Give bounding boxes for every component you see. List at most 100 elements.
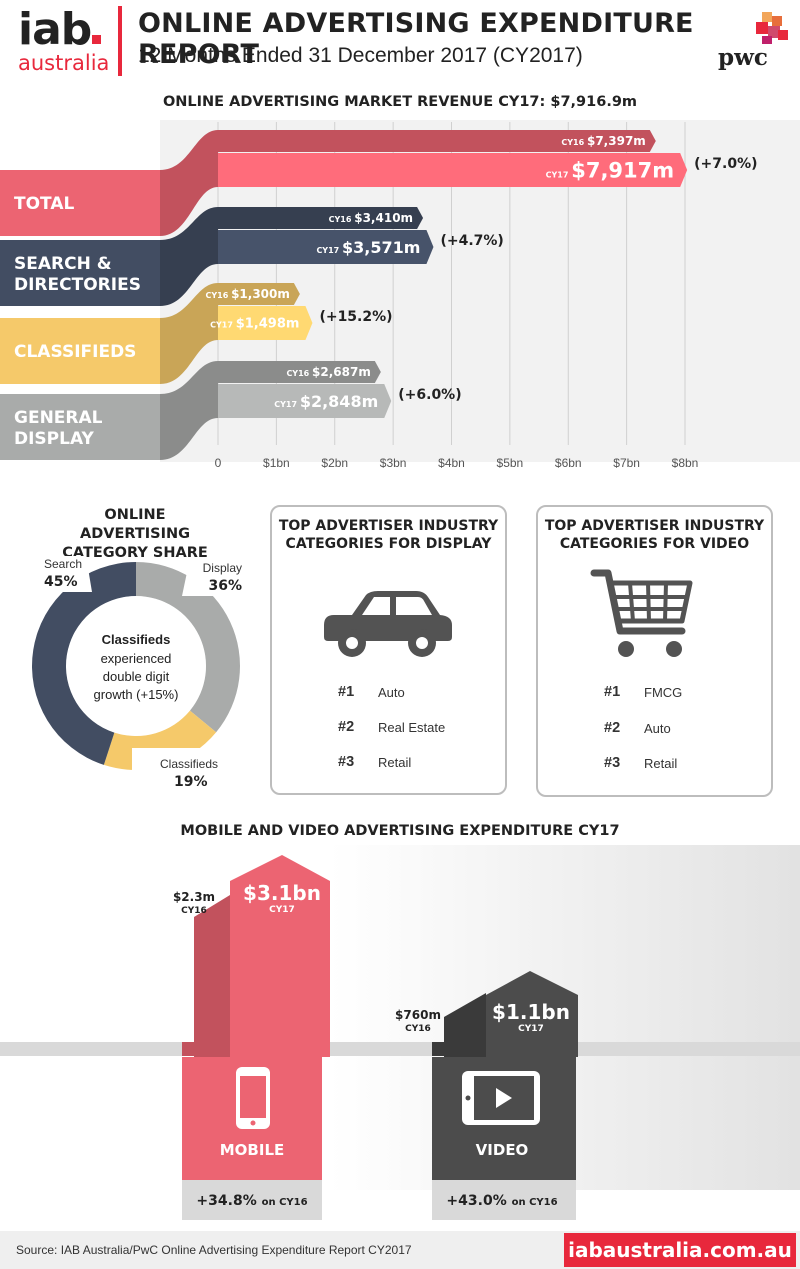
growth-label: (+6.0%) — [398, 387, 461, 403]
rank-label: Retail — [644, 756, 678, 771]
pwc-logo: pwc — [716, 10, 792, 71]
category-share-title: ONLINE ADVERTISING CATEGORY SHARE — [20, 506, 250, 563]
donut-hole — [80, 610, 192, 722]
category-block — [0, 318, 160, 384]
mobile-video-title: MOBILE AND VIDEO ADVERTISING EXPENDITURE… — [180, 823, 620, 839]
category-label: DIRECTORIES — [14, 275, 141, 295]
bar-cy16 — [218, 361, 381, 383]
label-pad — [132, 748, 210, 792]
video-box-title: TOP ADVERTISER INDUSTRY CATEGORIES FOR V… — [538, 517, 771, 553]
x-tick-label: $8bn — [672, 456, 699, 470]
video-player-icon — [462, 1071, 540, 1125]
video-rank-1: #1 FMCG — [538, 684, 771, 704]
bar-cy16 — [218, 207, 424, 229]
mobile-label: MOBILE — [220, 1141, 285, 1159]
pwc-wordmark: pwc — [718, 44, 768, 71]
category-block — [0, 394, 160, 460]
video-industry-box: TOP ADVERTISER INDUSTRY CATEGORIES FOR V… — [536, 505, 773, 797]
bar-label-cy16: CY16 $7,397m — [561, 134, 645, 148]
rank-number: #2 — [604, 720, 621, 736]
video-cy17-value: $1.1bn — [492, 1000, 570, 1024]
x-tick-label: $2bn — [321, 456, 348, 470]
bar-label-cy16: CY16 $1,300m — [205, 287, 289, 301]
mobile-bar-cy16 — [194, 895, 230, 1057]
mobile-growth: +34.8% on CY16 — [196, 1193, 307, 1209]
rank-number: #1 — [604, 684, 621, 700]
rank-label: FMCG — [644, 685, 683, 700]
x-tick-label: $4bn — [438, 456, 465, 470]
video-block-edge — [432, 1042, 444, 1056]
x-tick-label: 0 — [215, 456, 222, 470]
video-cy16-value: $760m — [395, 1008, 441, 1022]
x-tick-label: $5bn — [497, 456, 524, 470]
slice-value: 36% — [208, 578, 242, 594]
display-rank-1: #1 Auto — [272, 684, 505, 704]
display-box-title-2: CATEGORIES FOR DISPLAY — [285, 536, 492, 552]
logo-dot — [92, 35, 102, 44]
mobile-block-edge — [182, 1042, 194, 1056]
pwc-squares-icon — [756, 12, 788, 44]
bar-cy17 — [218, 153, 688, 187]
shopping-cart-icon — [590, 569, 693, 657]
video-cy17-tag: CY17 — [518, 1024, 544, 1034]
market-revenue-chart: 0 $1bn $2bn $3bn $4bn $5bn $6bn $7bn $8bn TOTAL CY… — [0, 120, 800, 470]
category-label: TOTAL — [14, 194, 74, 214]
donut-center-line: growth (+15%) — [94, 687, 179, 702]
bar-cy17 — [218, 384, 392, 418]
video-rank-2: #2 Auto — [538, 720, 771, 740]
video-box-title-2: CATEGORIES FOR VIDEO — [559, 536, 750, 552]
x-tick-label: $7bn — [613, 456, 640, 470]
category-ribbon — [160, 283, 218, 384]
video-box-title-1: TOP ADVERTISER INDUSTRY — [544, 518, 765, 534]
car-icon — [324, 591, 452, 657]
video-growth-pad — [432, 1180, 576, 1220]
display-rank-3: #3 Retail — [272, 754, 505, 774]
video-bar-cy17 — [486, 971, 578, 1057]
bar-label-cy16: CY16 $3,410m — [329, 211, 413, 225]
category-ribbon — [160, 361, 218, 460]
display-rank-2: #2 Real Estate — [272, 719, 505, 739]
rank-number: #2 — [338, 719, 355, 735]
rank-label: Auto — [378, 685, 405, 700]
video-rank-3: #3 Retail — [538, 755, 771, 775]
video-cy16-tag: CY16 — [405, 1024, 431, 1034]
bar-label-cy16: CY16 $2,687m — [286, 365, 370, 379]
category-share-title-text: ONLINE ADVERTISING CATEGORY SHARE — [62, 507, 208, 561]
category-block — [0, 240, 160, 306]
rank-label: Real Estate — [378, 720, 446, 735]
mobile-growth-pad — [182, 1180, 322, 1220]
bar-cy17 — [218, 306, 313, 340]
donut-center-bold: Classifieds — [102, 632, 171, 647]
mobile-bar-cy17 — [230, 855, 330, 1057]
bar-label-cy17: CY17 $1,498m — [210, 317, 299, 332]
market-revenue-title: ONLINE ADVERTISING MARKET REVENUE CY17: … — [162, 94, 638, 110]
phone-icon — [236, 1067, 270, 1129]
label-pad — [30, 556, 92, 592]
slice-name: Search — [44, 557, 82, 571]
header-divider — [118, 6, 122, 76]
bar-label-cy17: CY17 $2,848m — [274, 392, 378, 411]
donut-slice — [31, 562, 137, 765]
logo-sub: australia — [18, 51, 110, 75]
display-industry-box: TOP ADVERTISER INDUSTRY CATEGORIES FOR D… — [270, 505, 507, 795]
rank-number: #1 — [338, 684, 355, 700]
mobile-cy17-value: $3.1bn — [243, 881, 321, 905]
category-label: DISPLAY — [14, 429, 95, 449]
bar-cy17 — [218, 230, 434, 264]
growth-label: (+7.0%) — [694, 156, 757, 172]
x-tick-label: $1bn — [263, 456, 290, 470]
slice-value: 19% — [174, 774, 208, 790]
mobile-cy16-value: $2.3m — [173, 890, 215, 904]
page-title: ONLINE ADVERTISING EXPENDITURE REPORT — [138, 8, 694, 70]
category-label: SEARCH & — [14, 254, 112, 274]
x-tick-label: $3bn — [380, 456, 407, 470]
video-growth: +43.0% on CY16 — [446, 1193, 557, 1209]
category-block — [0, 170, 160, 236]
label-pad — [182, 558, 250, 596]
footer-url-link[interactable]: iabaustralia.com.au — [564, 1233, 796, 1267]
logo-word: iab — [18, 4, 92, 55]
bar-cy16 — [218, 283, 300, 305]
bar-label-cy17: CY17 $3,571m — [316, 238, 420, 257]
iab-australia-logo: iab australia — [18, 8, 110, 78]
category-share-donut: Classifieds experienced double digit growth… — [30, 556, 250, 792]
